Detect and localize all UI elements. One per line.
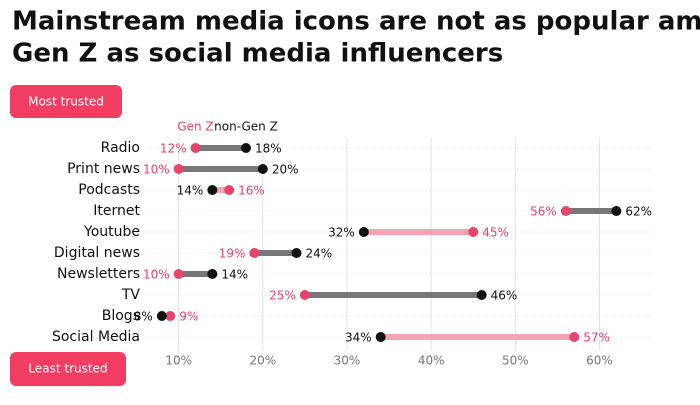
value-label: 18% bbox=[255, 142, 282, 156]
dot bbox=[611, 206, 622, 216]
chart-title: Mainstream media icons are not as popula… bbox=[12, 7, 700, 37]
x-tick-label: 50% bbox=[502, 354, 529, 368]
x-tick-label: 10% bbox=[165, 354, 192, 368]
value-label: 10% bbox=[143, 163, 170, 177]
value-label: 20% bbox=[272, 163, 299, 177]
dot bbox=[249, 248, 260, 258]
bottom-badge bbox=[10, 352, 126, 386]
category-label: Iternet bbox=[93, 203, 140, 219]
category-label: Print news bbox=[67, 161, 140, 177]
x-tick-label: 20% bbox=[249, 354, 276, 368]
legend-label: Gen Z bbox=[177, 120, 213, 134]
dot bbox=[358, 227, 369, 237]
dot bbox=[299, 290, 310, 300]
legend-label: non-Gen Z bbox=[214, 120, 278, 134]
dot bbox=[560, 206, 571, 216]
dot bbox=[375, 332, 386, 342]
value-label: 19% bbox=[219, 247, 246, 261]
value-label: 10% bbox=[143, 268, 170, 282]
value-label: 25% bbox=[269, 289, 296, 303]
dot bbox=[476, 290, 487, 300]
value-label: 56% bbox=[530, 205, 557, 219]
chart-title: Gen Z as social media influencers bbox=[12, 39, 503, 69]
dot bbox=[190, 143, 201, 153]
value-label: 8% bbox=[134, 310, 153, 324]
dot bbox=[569, 332, 580, 342]
value-label: 16% bbox=[238, 184, 265, 198]
value-label: 12% bbox=[160, 142, 187, 156]
category-label: Blogs bbox=[102, 308, 140, 324]
dot bbox=[257, 164, 268, 174]
x-tick-label: 60% bbox=[586, 354, 613, 368]
category-label: Youtube bbox=[83, 224, 140, 240]
dot bbox=[207, 269, 218, 279]
dot bbox=[165, 311, 176, 321]
value-label: 14% bbox=[221, 268, 248, 282]
value-label: 57% bbox=[583, 331, 610, 345]
category-label: Radio bbox=[101, 140, 140, 156]
category-label: Social Media bbox=[52, 329, 140, 345]
bottom-label: Least trusted bbox=[28, 362, 107, 376]
x-tick-label: 30% bbox=[334, 354, 361, 368]
category-label: Digital news bbox=[54, 245, 140, 261]
value-label: 45% bbox=[482, 226, 509, 240]
dot bbox=[468, 227, 479, 237]
dot bbox=[241, 143, 251, 153]
value-label: 9% bbox=[179, 310, 198, 324]
dot bbox=[224, 185, 235, 195]
x-tick-label: 40% bbox=[418, 354, 445, 368]
dot bbox=[207, 185, 218, 195]
value-label: 34% bbox=[345, 331, 372, 345]
value-label: 46% bbox=[491, 289, 518, 303]
dot bbox=[291, 248, 302, 258]
top-badge bbox=[10, 85, 122, 118]
top-label: Most trusted bbox=[28, 95, 104, 109]
value-label: 24% bbox=[306, 247, 333, 261]
dot bbox=[173, 164, 184, 174]
category-label: TV bbox=[121, 287, 141, 303]
value-label: 62% bbox=[625, 205, 652, 219]
dot bbox=[156, 311, 167, 321]
value-label: 14% bbox=[177, 184, 204, 198]
category-label: Podcasts bbox=[78, 182, 140, 198]
category-label: Newsletters bbox=[57, 266, 140, 282]
value-label: 32% bbox=[328, 226, 355, 240]
dot bbox=[173, 269, 184, 279]
